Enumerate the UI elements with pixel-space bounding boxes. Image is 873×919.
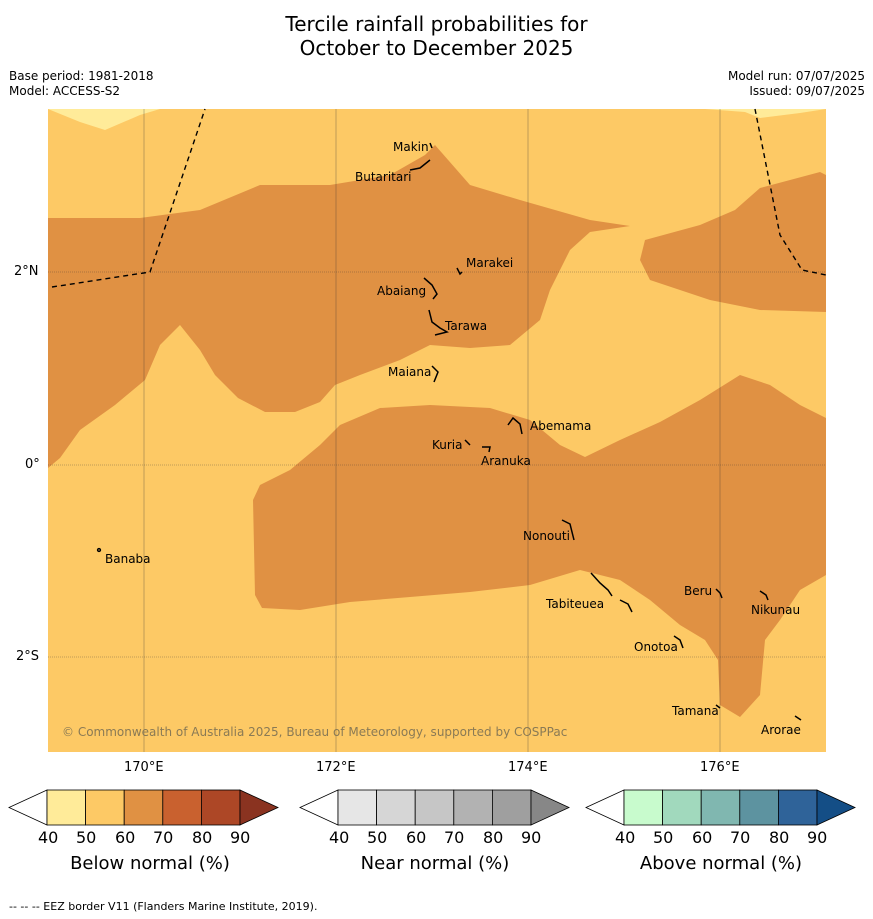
colorbar-extend-high [530, 789, 570, 826]
colorbar-segment [123, 789, 164, 826]
lat-tick-2n: 2°N [14, 264, 39, 279]
lon-tick-176: 176°E [700, 760, 740, 775]
colorbar-segment [85, 789, 125, 826]
dark-region-north [48, 145, 630, 468]
colorbar-segment [337, 789, 377, 826]
light-region-nw [48, 109, 160, 130]
colorbar-segment [162, 789, 202, 826]
grid-lines [48, 109, 826, 752]
colorbar-extend-high [239, 789, 279, 826]
colorbar-segment [46, 789, 86, 826]
colorbar-above-label: Above normal (%) [639, 853, 803, 874]
colorbar-1 [299, 789, 570, 826]
colorbar-extend-low [299, 789, 339, 826]
place-label-tabiteuea: Tabiteuea [545, 597, 604, 611]
lon-tick-174: 174°E [508, 760, 548, 775]
colorbar-2 [585, 789, 856, 826]
base-period: Base period: 1981-2018 [9, 69, 154, 83]
place-label-beru: Beru [684, 584, 712, 598]
place-label-tarawa: Tarawa [444, 319, 487, 333]
colorbar-segment [700, 789, 741, 826]
colorbar-extend-low [585, 789, 625, 826]
place-label-nikunau: Nikunau [751, 603, 800, 617]
light-region-ne [705, 109, 826, 118]
place-label-makin: Makin [393, 140, 429, 154]
dark-region-south [253, 375, 826, 717]
lon-tick-170: 170°E [124, 760, 164, 775]
title-line-1: Tercile rainfall probabilities for [285, 12, 588, 36]
place-label-maiana: Maiana [388, 365, 431, 379]
model-run: Model run: 07/07/2025 [727, 69, 865, 83]
colorbar-extend-high [816, 789, 856, 826]
footer-note: -- -- -- EEZ border V11 (Flanders Marine… [9, 900, 318, 913]
dark-region-east [640, 172, 826, 312]
place-label-butaritari: Butaritari [355, 170, 412, 184]
colorbar-segment [778, 789, 818, 826]
colorbar-segment [491, 789, 532, 826]
colorbar-extend-low [8, 789, 48, 826]
colorbar-segment [453, 789, 493, 826]
colorbar-segment [376, 789, 416, 826]
place-label-nonouti: Nonouti [523, 529, 570, 543]
eez-borders [51, 108, 827, 288]
place-labels: Makin Butaritari Marakei Abaiang Tarawa Maian… [105, 140, 801, 737]
colorbar-below-label: Below normal (%) [70, 853, 230, 874]
place-label-banaba: Banaba [105, 552, 151, 566]
colorbar-segment [739, 789, 779, 826]
place-label-onotoa: Onotoa [634, 640, 678, 654]
colorbar-near-label: Near normal (%) [360, 853, 510, 874]
colorbar-segment [200, 789, 241, 826]
map-title: Tercile rainfall probabilities for Octob… [0, 12, 873, 60]
lat-tick-2s: 2°S [16, 649, 40, 664]
place-label-marakei: Marakei [466, 256, 513, 270]
colorbar-segment [414, 789, 455, 826]
colorbar-0 [8, 789, 279, 826]
copyright-text: © Commonwealth of Australia 2025, Bureau… [62, 725, 567, 739]
title-line-2: October to December 2025 [299, 36, 574, 60]
place-label-abaiang: Abaiang [377, 284, 426, 298]
place-label-arorae: Arorae [761, 723, 801, 737]
issued-date: Issued: 09/07/2025 [749, 84, 865, 98]
lon-tick-172: 172°E [316, 760, 356, 775]
colorbar-segment [662, 789, 702, 826]
place-label-aranuka: Aranuka [481, 454, 531, 468]
model-name: Model: ACCESS-S2 [9, 84, 121, 98]
place-label-abemama: Abemama [530, 419, 591, 433]
place-label-tamana: Tamana [671, 704, 719, 718]
colorbar-segment [623, 789, 663, 826]
meta-left: Base period: 1981-2018 Model: ACCESS-S2 [9, 69, 154, 99]
meta-right: Model run: 07/07/2025 Issued: 09/07/2025 [728, 69, 865, 99]
colorbar-group [8, 789, 856, 826]
lat-tick-0: 0° [25, 457, 40, 472]
place-label-kuria: Kuria [432, 438, 463, 452]
island-outlines [96, 142, 802, 721]
